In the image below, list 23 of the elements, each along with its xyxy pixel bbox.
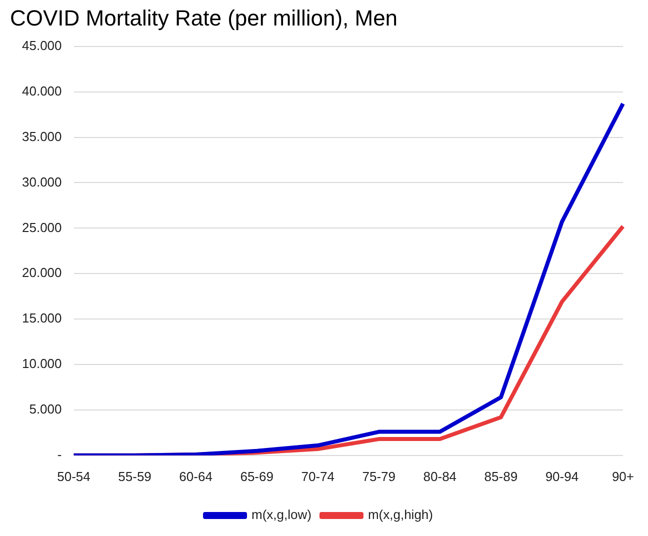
x-tick-label: 55-59 bbox=[118, 468, 152, 484]
x-tick-label: 90+ bbox=[612, 468, 634, 484]
x-tick-label: 75-79 bbox=[362, 468, 396, 484]
y-tick-label: 35.000 bbox=[22, 128, 62, 144]
x-tick-label: 65-69 bbox=[240, 468, 274, 484]
x-tick-label: 70-74 bbox=[301, 468, 334, 484]
legend-label: m(x,g,low) bbox=[252, 507, 312, 522]
x-tick-label: 80-84 bbox=[423, 468, 457, 484]
y-tick-label: - bbox=[57, 446, 62, 462]
x-tick-label: 60-64 bbox=[179, 468, 212, 484]
x-tick-label: 85-89 bbox=[484, 468, 518, 484]
y-tick-label: 45.000 bbox=[22, 38, 62, 53]
y-tick-label: 30.000 bbox=[22, 174, 62, 190]
y-tick-label: 20.000 bbox=[22, 265, 62, 280]
y-tick-label: 40.000 bbox=[22, 83, 62, 98]
y-tick-label: 5.000 bbox=[29, 402, 62, 417]
legend-label: m(x,g,high) bbox=[368, 507, 433, 522]
y-tick-label: 25.000 bbox=[22, 220, 62, 235]
chart-title: COVID Mortality Rate (per million), Men bbox=[10, 5, 398, 30]
y-tick-label: 10.000 bbox=[22, 356, 62, 372]
x-tick-label: 50-54 bbox=[57, 468, 90, 484]
y-tick-label: 15.000 bbox=[22, 310, 62, 326]
x-tick-label: 90-94 bbox=[545, 468, 579, 484]
